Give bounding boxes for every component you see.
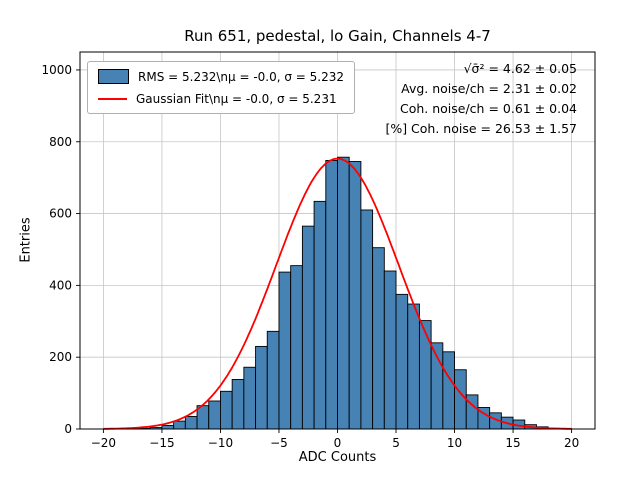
annotation-coh-noise-pct: [%] Coh. noise = 26.53 ± 1.57 [385,121,577,136]
y-tick-label: 0 [64,422,72,436]
histogram-bar [454,369,467,430]
histogram-bar [173,420,186,430]
fit-line-swatch [98,98,127,100]
histogram-bar [313,200,327,430]
histogram-bar [407,303,420,430]
histogram-bar [219,390,233,430]
y-tick-label: 400 [49,278,72,292]
histogram-bar [418,320,432,430]
y-axis-label: Entries [18,217,34,263]
histogram-bar [184,415,198,430]
histogram-bar [231,379,245,430]
histogram-bar [337,156,350,430]
x-tick-label: −20 [91,436,116,450]
legend-item-histogram: RMS = 5.232\nμ = -0.0, σ = 5.232 [98,69,344,84]
histogram-bar [266,330,280,430]
histogram-bar [243,366,257,430]
x-tick-label: 5 [392,436,400,450]
histogram-swatch [98,69,129,84]
x-tick-label: 10 [447,436,462,450]
histogram-bar [290,265,303,430]
histogram-bar [255,345,268,430]
histogram-bar [161,424,175,430]
x-tick-label: −5 [270,436,288,450]
histogram-bar [301,225,315,430]
legend-label-histogram: RMS = 5.232\nμ = -0.0, σ = 5.232 [138,69,344,84]
legend: RMS = 5.232\nμ = -0.0, σ = 5.232 Gaussia… [87,61,355,114]
annotation-coh-noise: Coh. noise/ch = 0.61 ± 0.04 [399,101,577,116]
chart-title: Run 651, pedestal, lo Gain, Channels 4-7 [184,27,491,45]
annotation-sqrt-sigma: √σ̄² = 4.62 ± 0.05 [463,61,577,76]
legend-label-fit: Gaussian Fit\nμ = -0.0, σ = 5.231 [136,92,337,106]
annotation-avg-noise: Avg. noise/ch = 2.31 ± 0.02 [401,81,577,96]
histogram-bar [325,159,338,430]
histogram-bar [278,271,292,430]
y-tick-label: 200 [49,350,72,364]
histogram-bar [395,293,409,430]
y-tick-label: 1000 [41,63,72,77]
y-tick-label: 800 [49,135,72,149]
stats-annotations: √σ̄² = 4.62 ± 0.05 Avg. noise/ch = 2.31 … [385,59,577,139]
x-axis-label: ADC Counts [298,450,377,465]
x-tick-label: −10 [208,436,233,450]
histogram-bar [442,351,455,430]
x-tick-label: 20 [564,436,579,450]
histogram-bar [372,247,385,430]
histogram-bar [348,161,362,430]
histogram-bar [360,209,374,430]
x-tick-label: 15 [505,436,520,450]
gaussian-fit-curve [103,157,572,430]
histogram-bar [383,270,397,430]
x-tick-label: 0 [334,436,342,450]
legend-item-fit: Gaussian Fit\nμ = -0.0, σ = 5.231 [98,92,344,106]
histogram-bar [208,400,221,430]
x-tick-label: −15 [149,436,174,450]
y-tick-label: 600 [49,207,72,221]
